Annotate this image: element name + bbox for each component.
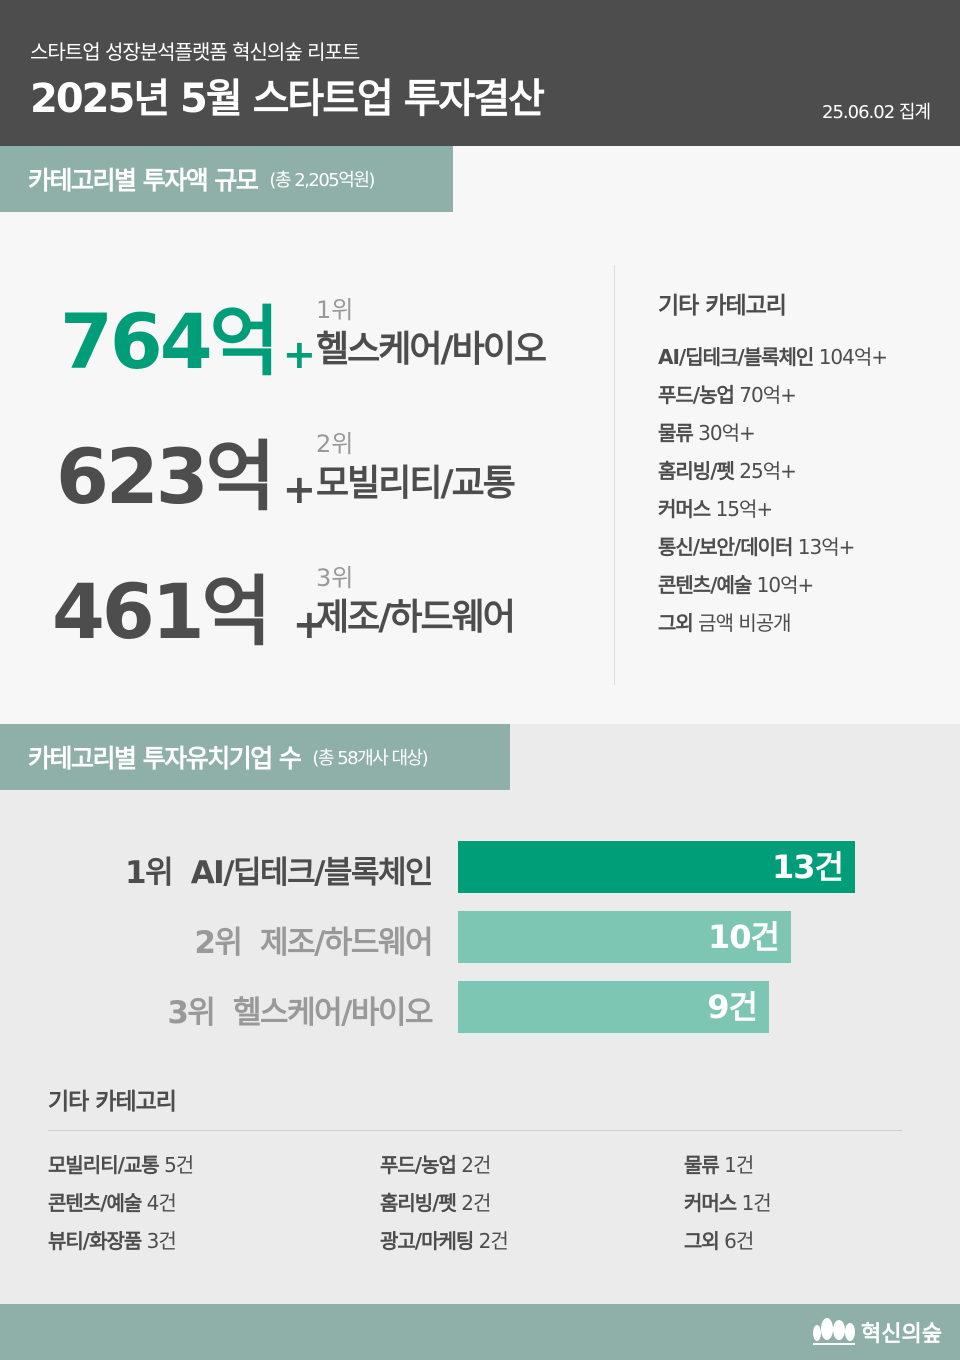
category-name: 제조/하드웨어 bbox=[260, 925, 433, 961]
amount-plus: + bbox=[282, 467, 317, 513]
category-count: 1건 bbox=[741, 1191, 772, 1215]
other-category-item: 물류 1건 bbox=[684, 1149, 754, 1178]
category-name: 그외 bbox=[684, 1229, 720, 1253]
category-name: 푸드/농업 bbox=[380, 1153, 457, 1177]
bar-label: 2위 제조/하드웨어 bbox=[0, 917, 433, 962]
bar: 9건 bbox=[458, 981, 769, 1033]
rank-label: 3위 bbox=[167, 995, 216, 1031]
category-name: 제조/하드웨어 bbox=[316, 597, 516, 638]
bar-value: 10건 bbox=[708, 918, 780, 956]
logo-text: 혁신의숲 bbox=[861, 1322, 942, 1347]
category-name: 그외 bbox=[658, 611, 694, 635]
footer: 혁신의숲 bbox=[0, 1304, 960, 1360]
category-count: 3건 bbox=[146, 1229, 177, 1253]
rank-label: 1위 bbox=[316, 296, 354, 324]
category-name: 홈리빙/펫 bbox=[658, 459, 735, 483]
forest-logo-icon bbox=[813, 1318, 856, 1345]
category-count: 2건 bbox=[478, 1229, 509, 1253]
section-title: 카테고리별 투자액 규모 bbox=[28, 166, 259, 195]
bar-label: 3위 헬스케어/바이오 bbox=[0, 987, 433, 1032]
amount-rank-1: 764억 + bbox=[60, 280, 316, 390]
section-total: (총 58개사 대상) bbox=[312, 748, 428, 769]
other-category-item: 광고/마케팅 2건 bbox=[380, 1225, 509, 1254]
category-amount: 15억+ bbox=[715, 497, 774, 521]
category-count: 4건 bbox=[146, 1191, 177, 1215]
amount-plus: + bbox=[292, 602, 327, 648]
other-category-item: 홈리빙/펫 25억+ bbox=[658, 455, 797, 484]
rank-label: 3위 bbox=[316, 564, 354, 592]
category-name: AI/딥테크/블록체인 bbox=[658, 345, 814, 369]
other-category-item: 물류 30억+ bbox=[658, 417, 756, 446]
category-name: 콘텐츠/예술 bbox=[48, 1191, 142, 1215]
other-category-item: 커머스 1건 bbox=[684, 1187, 772, 1216]
category-amount: 30억+ bbox=[698, 421, 756, 445]
category-name: 커머스 bbox=[658, 497, 711, 521]
category-name: 물류 bbox=[684, 1153, 720, 1177]
category-name: 콘텐츠/예술 bbox=[658, 573, 752, 597]
category-name: 모빌리티/교통 bbox=[316, 463, 516, 504]
bar-label: 1위 AI/딥테크/블록체인 bbox=[0, 847, 434, 892]
amount-section-label: 카테고리별 투자액 규모 (총 2,205억원) bbox=[0, 146, 453, 212]
category-name: 물류 bbox=[658, 421, 694, 445]
other-category-item: 모빌리티/교통 5건 bbox=[48, 1149, 194, 1178]
other-category-item: AI/딥테크/블록체인 104억+ bbox=[658, 341, 888, 370]
amount-plus: + bbox=[282, 332, 317, 378]
bar: 13건 bbox=[458, 841, 855, 893]
other-categories-title: 기타 카테고리 bbox=[658, 293, 787, 319]
category-name: 커머스 bbox=[684, 1191, 737, 1215]
category-amount: 70억+ bbox=[739, 383, 797, 407]
other-category-item: 푸드/농업 70억+ bbox=[658, 379, 797, 408]
logo: 혁신의숲 bbox=[811, 1316, 942, 1348]
category-name: AI/딥테크/블록체인 bbox=[190, 855, 434, 891]
amount-value: 764억 bbox=[60, 297, 280, 386]
other-category-item: 홈리빙/펫 2건 bbox=[380, 1187, 491, 1216]
category-count: 5건 bbox=[164, 1153, 194, 1177]
rank-label: 1위 bbox=[125, 855, 174, 891]
category-name: 광고/마케팅 bbox=[380, 1229, 474, 1253]
other-category-item: 통신/보안/데이터 13억+ bbox=[658, 531, 856, 560]
other-category-item: 커머스 15억+ bbox=[658, 493, 774, 522]
category-name: 헬스케어/바이오 bbox=[316, 329, 547, 370]
category-name: 푸드/농업 bbox=[658, 383, 735, 407]
aggregation-date: 25.06.02 집계 bbox=[822, 102, 931, 123]
other-category-item: 뷰티/화장품 3건 bbox=[48, 1225, 177, 1254]
rank-label: 2위 bbox=[316, 430, 354, 458]
section-total: (총 2,205억원) bbox=[269, 170, 375, 191]
other-category-item: 푸드/농업 2건 bbox=[380, 1149, 491, 1178]
other-categories-title: 기타 카테고리 bbox=[48, 1089, 177, 1115]
amount-rank-2: 623억 + bbox=[56, 415, 316, 525]
divider bbox=[48, 1130, 902, 1131]
category-amount: 13억+ bbox=[797, 535, 856, 559]
bar-value: 9건 bbox=[707, 988, 758, 1026]
bar: 10건 bbox=[458, 911, 791, 963]
section-title: 카테고리별 투자유치기업 수 bbox=[28, 744, 302, 773]
category-count: 2건 bbox=[461, 1191, 491, 1215]
amount-value: 623억 bbox=[56, 432, 276, 521]
category-name: 헬스케어/바이오 bbox=[233, 995, 433, 1031]
category-amount: 104억+ bbox=[818, 345, 888, 369]
category-name: 모빌리티/교통 bbox=[48, 1153, 160, 1177]
divider bbox=[614, 265, 615, 685]
category-amount: 금액 비공개 bbox=[698, 611, 791, 635]
other-category-item: 콘텐츠/예술 10억+ bbox=[658, 569, 815, 598]
amount-value: 461억 bbox=[52, 567, 272, 656]
page-title: 2025년 5월 스타트업 투자결산 bbox=[30, 76, 545, 122]
category-count: 6건 bbox=[724, 1229, 754, 1253]
report-subtitle: 스타트업 성장분석플랫폼 혁신의숲 리포트 bbox=[30, 40, 360, 64]
bar-value: 13건 bbox=[772, 848, 844, 886]
other-category-item: 콘텐츠/예술 4건 bbox=[48, 1187, 177, 1216]
category-count: 1건 bbox=[724, 1153, 754, 1177]
category-count: 2건 bbox=[461, 1153, 491, 1177]
rank-label: 2위 bbox=[194, 925, 243, 961]
category-amount: 25억+ bbox=[739, 459, 797, 483]
category-amount: 10억+ bbox=[756, 573, 815, 597]
category-name: 홈리빙/펫 bbox=[380, 1191, 457, 1215]
amount-rank-3: 461억 + bbox=[52, 550, 326, 660]
other-category-item: 그외 금액 비공개 bbox=[658, 607, 792, 636]
category-name: 통신/보안/데이터 bbox=[658, 535, 793, 559]
count-section-label: 카테고리별 투자유치기업 수 (총 58개사 대상) bbox=[0, 724, 510, 790]
header: 스타트업 성장분석플랫폼 혁신의숲 리포트 2025년 5월 스타트업 투자결산… bbox=[0, 0, 960, 146]
category-name: 뷰티/화장품 bbox=[48, 1229, 142, 1253]
other-category-item: 그외 6건 bbox=[684, 1225, 754, 1254]
